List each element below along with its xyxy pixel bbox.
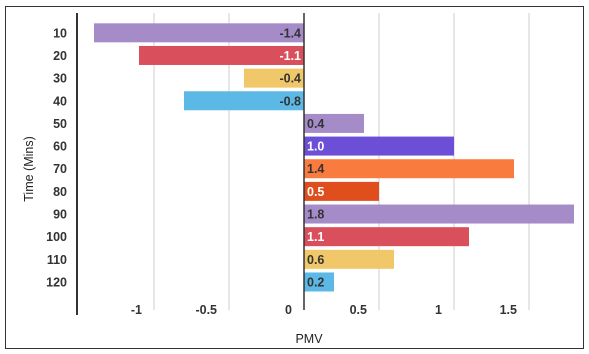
bar-30 bbox=[244, 68, 304, 88]
bar-120 bbox=[304, 272, 334, 292]
y-axis-title: Time (Mins) bbox=[22, 136, 36, 202]
y-tick-label: 30 bbox=[53, 72, 67, 86]
y-tick-label: 80 bbox=[53, 185, 67, 199]
data-label: -1.4 bbox=[279, 26, 301, 40]
y-tick-label: 10 bbox=[53, 26, 67, 40]
data-label: -1.1 bbox=[279, 49, 301, 63]
data-label: 1.1 bbox=[307, 230, 324, 244]
x-tick-label: -1 bbox=[131, 303, 142, 317]
data-label: 1.8 bbox=[307, 208, 324, 222]
data-label: -0.8 bbox=[279, 94, 301, 108]
bar-90 bbox=[304, 204, 574, 224]
y-tick-label: 120 bbox=[46, 275, 67, 289]
y-tick-label: 70 bbox=[53, 162, 67, 176]
data-label: 0.6 bbox=[307, 253, 324, 267]
pmv-bar-chart: -1.4 -1.1 -0.4 -0.8 0.4 1.0 1.4 0.5 1.8 1.1 0.6 0.2… bbox=[22, 13, 574, 346]
data-label: 1.0 bbox=[307, 140, 324, 154]
y-tick-label: 20 bbox=[53, 49, 67, 63]
x-tick-label: -0.5 bbox=[195, 303, 217, 317]
data-label: 0.5 bbox=[307, 185, 324, 199]
data-label: -0.4 bbox=[279, 72, 301, 86]
x-tick-label: 0.5 bbox=[350, 303, 367, 317]
bar-20 bbox=[139, 45, 304, 65]
x-tick-label: 1.5 bbox=[500, 303, 517, 317]
bar-80 bbox=[304, 181, 379, 201]
bar-60 bbox=[304, 136, 454, 156]
y-tick-label: 40 bbox=[53, 94, 67, 108]
y-tick-label: 90 bbox=[53, 208, 67, 222]
data-label: 0.4 bbox=[307, 117, 324, 131]
chart-frame: -1.4 -1.1 -0.4 -0.8 0.4 1.0 1.4 0.5 1.8 1.1 0.6 0.2… bbox=[5, 6, 584, 349]
data-label: 0.2 bbox=[307, 275, 324, 289]
y-tick-label: 100 bbox=[46, 230, 67, 244]
bar-50 bbox=[304, 113, 364, 133]
bar-10 bbox=[94, 23, 304, 43]
bar-70 bbox=[304, 159, 514, 179]
bar-40 bbox=[184, 91, 304, 111]
bar-110 bbox=[304, 249, 394, 269]
y-tick-label: 110 bbox=[47, 253, 67, 267]
bar-100 bbox=[304, 227, 469, 247]
y-tick-label: 60 bbox=[53, 140, 67, 154]
y-tick-label: 50 bbox=[53, 117, 67, 131]
x-tick-label: 0 bbox=[285, 303, 292, 317]
x-axis-title: PMV bbox=[295, 332, 323, 346]
data-label: 1.4 bbox=[307, 162, 324, 176]
x-tick-label: 1 bbox=[435, 303, 442, 317]
